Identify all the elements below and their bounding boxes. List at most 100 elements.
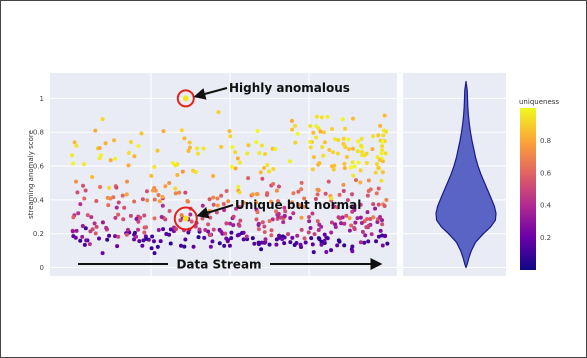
scatter-point bbox=[377, 157, 382, 162]
scatter-point bbox=[215, 203, 220, 208]
scatter-point bbox=[379, 151, 384, 156]
scatter-point bbox=[325, 236, 330, 241]
scatter-point bbox=[371, 202, 376, 207]
scatter-point bbox=[331, 167, 336, 172]
scatter-point bbox=[353, 178, 358, 183]
scatter-point bbox=[282, 241, 287, 246]
scatter-point bbox=[254, 140, 259, 145]
scatter-point bbox=[215, 196, 220, 201]
scatter-point bbox=[329, 230, 334, 235]
scatter-point bbox=[370, 134, 375, 139]
scatter-point bbox=[114, 205, 119, 210]
scatter-point bbox=[292, 242, 297, 247]
y-axis-label: streaming anomaly score bbox=[27, 130, 35, 219]
scatter-point bbox=[173, 163, 178, 168]
scatter-point bbox=[324, 250, 329, 255]
scatter-point bbox=[168, 227, 173, 232]
scatter-point bbox=[234, 206, 239, 211]
scatter-point bbox=[314, 135, 319, 140]
scatter-point bbox=[364, 225, 369, 230]
scatter-point bbox=[246, 176, 251, 181]
scatter-point bbox=[94, 198, 99, 203]
scatter-point bbox=[350, 249, 355, 254]
scatter-point bbox=[250, 192, 255, 197]
y-tick-label: 0.4 bbox=[33, 196, 45, 204]
scatter-point bbox=[343, 126, 348, 131]
scatter-point bbox=[189, 219, 194, 224]
y-tick-label: 0 bbox=[40, 264, 44, 272]
scatter-point bbox=[150, 234, 155, 239]
scatter-point bbox=[332, 137, 337, 142]
violin-plot bbox=[435, 80, 497, 269]
scatter-point bbox=[113, 215, 118, 220]
scatter-point bbox=[81, 162, 86, 167]
annotations: Highly anomalous Unique but normal bbox=[173, 81, 361, 231]
highlighted-point bbox=[182, 215, 189, 222]
scatter-point bbox=[255, 129, 260, 134]
scatter-point bbox=[374, 191, 379, 196]
scatter-point bbox=[245, 151, 250, 156]
scatter-point bbox=[342, 143, 347, 148]
scatter-point bbox=[156, 228, 161, 233]
scatter-point bbox=[173, 186, 178, 191]
scatter-point bbox=[329, 196, 334, 201]
scatter-point bbox=[308, 225, 313, 230]
scatter-point bbox=[262, 224, 267, 229]
scatter-point bbox=[152, 197, 157, 202]
scatter-point bbox=[283, 209, 288, 214]
scatter-point bbox=[378, 123, 383, 128]
y-tick-label: 1 bbox=[40, 95, 44, 103]
scatter-point bbox=[116, 234, 121, 239]
scatter-point bbox=[275, 199, 280, 204]
scatter-point bbox=[373, 170, 378, 175]
scatter-point bbox=[211, 173, 216, 178]
scatter-point bbox=[211, 202, 216, 207]
scatter-point bbox=[160, 203, 165, 208]
scatter-point bbox=[351, 173, 356, 178]
scatter-point bbox=[256, 240, 261, 245]
scatter-point bbox=[323, 191, 328, 196]
scatter-point bbox=[151, 239, 156, 244]
scatter-point bbox=[363, 233, 368, 238]
scatter-point bbox=[104, 225, 109, 230]
scatter-point bbox=[149, 246, 154, 251]
scatter-point bbox=[355, 149, 360, 154]
scatter-point bbox=[308, 145, 313, 150]
scatter-point bbox=[128, 213, 133, 218]
scatter-point bbox=[326, 179, 331, 184]
scatter-point bbox=[290, 127, 295, 132]
scatter-point bbox=[94, 224, 99, 229]
scatter-point bbox=[98, 184, 103, 189]
colorbar-title: uniqueness bbox=[519, 98, 559, 106]
scatter-point bbox=[226, 199, 231, 204]
y-tick-labels: 0 0.2 0.4 0.6 0.8 1 bbox=[33, 95, 45, 272]
scatter-point bbox=[193, 170, 198, 175]
scatter-point bbox=[113, 234, 118, 239]
scatter-point bbox=[126, 151, 131, 156]
scatter-point bbox=[132, 230, 137, 235]
scatter-point bbox=[295, 233, 300, 238]
scatter-point bbox=[291, 211, 296, 216]
scatter-point bbox=[137, 239, 142, 244]
scatter-point bbox=[282, 213, 287, 218]
scatter-point bbox=[352, 164, 357, 169]
scatter-point bbox=[312, 232, 317, 237]
scatter-point bbox=[113, 156, 118, 161]
scatter-point bbox=[149, 173, 154, 178]
scatter-point bbox=[74, 179, 79, 184]
scatter-point bbox=[167, 209, 172, 214]
scatter-point bbox=[301, 204, 306, 209]
scatter-point bbox=[288, 216, 293, 221]
scatter-point bbox=[157, 199, 162, 204]
scatter-point bbox=[88, 229, 93, 234]
scatter-point bbox=[270, 217, 275, 222]
scatter-point bbox=[295, 131, 300, 136]
scatter-point bbox=[374, 239, 379, 244]
scatter-point bbox=[382, 234, 387, 239]
scatter-point bbox=[340, 117, 345, 122]
scatter-point bbox=[260, 176, 265, 181]
scatter-point bbox=[140, 243, 145, 248]
scatter-point bbox=[289, 118, 294, 123]
scatter-point bbox=[159, 214, 164, 219]
scatter-point bbox=[122, 205, 127, 210]
